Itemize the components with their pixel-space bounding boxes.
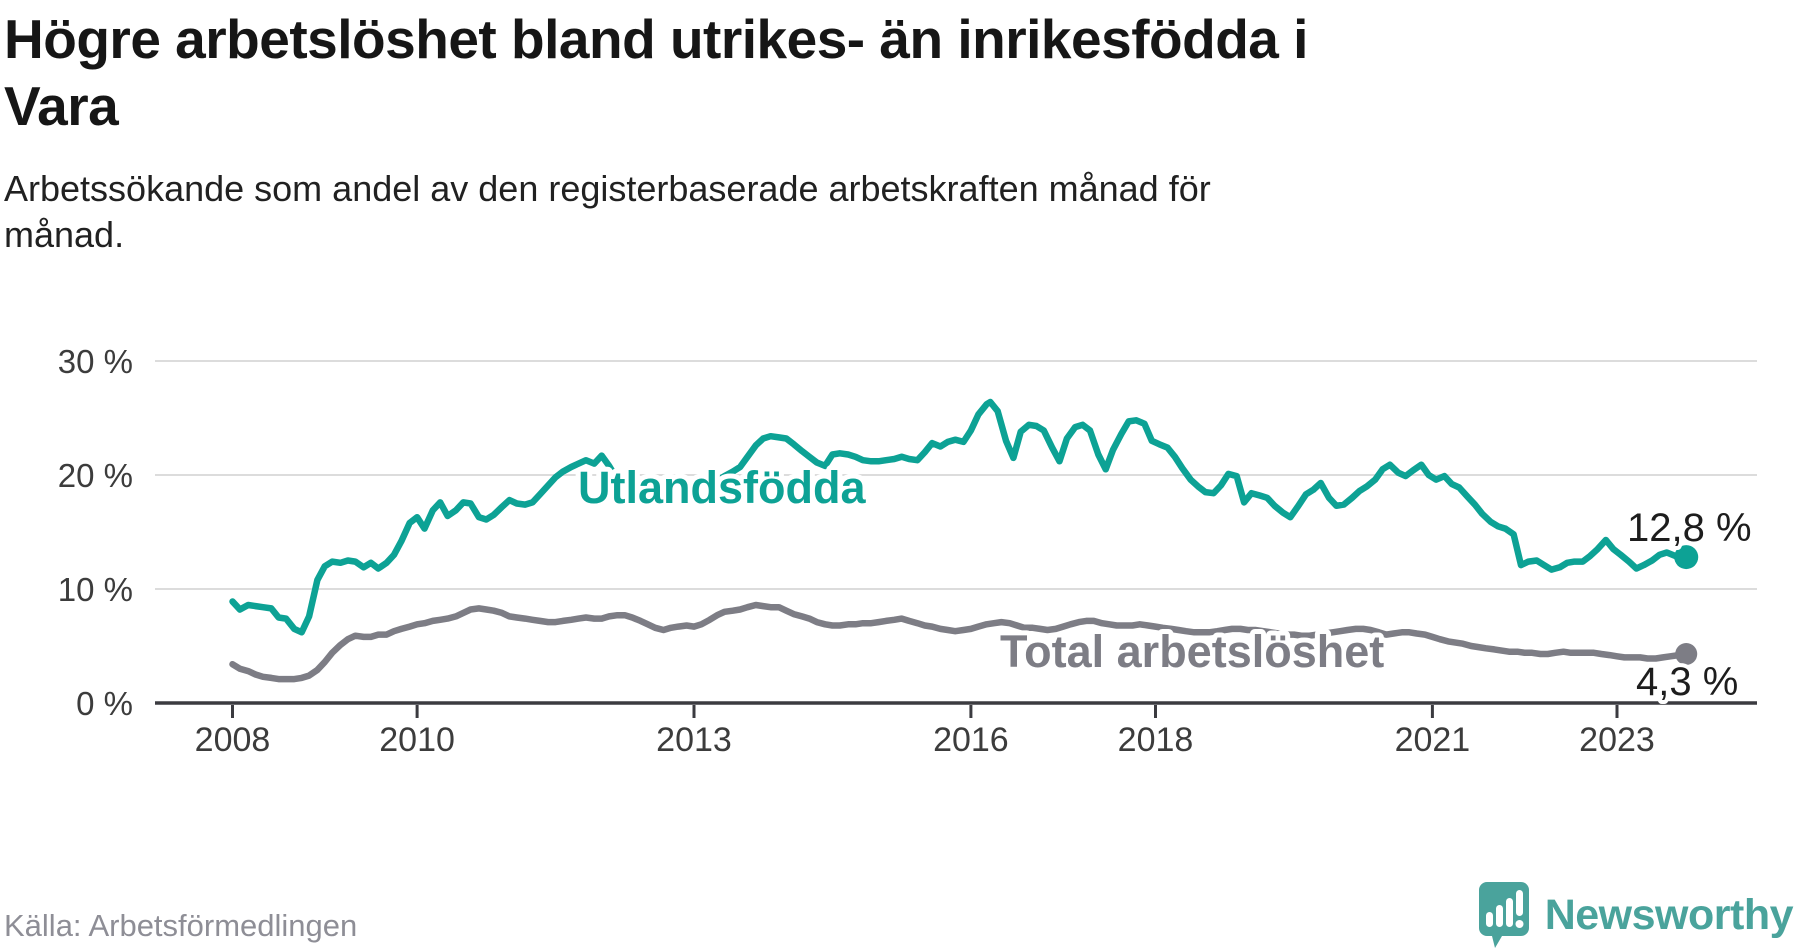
subtitle-line-1: Arbetssökande som andel av den registerb… — [4, 168, 1211, 209]
end-value-label-total: 4,3 % — [1636, 660, 1738, 704]
y-tick-label-30: 30 % — [58, 343, 133, 380]
x-tick-label-2016: 2016 — [933, 721, 1009, 759]
title-line-2: Vara — [4, 75, 119, 138]
series-line-utlandsfodda — [229, 398, 1690, 636]
brand-logo: Newsworthy — [1477, 880, 1794, 948]
y-tick-label-20: 20 % — [58, 457, 133, 494]
x-tick-label-2008: 2008 — [195, 721, 271, 759]
series-label-total: Total arbetslöshet — [1000, 626, 1384, 677]
x-tick-label-2018: 2018 — [1118, 721, 1194, 759]
x-tick-label-2010: 2010 — [379, 721, 455, 759]
y-tick-label-10: 10 % — [58, 571, 133, 608]
y-tick-label-0: 0 % — [76, 685, 133, 722]
series-label-utlandsfodda: Utlandsfödda — [578, 462, 866, 513]
end-value-label-utlandsfodda: 12,8 % — [1627, 506, 1752, 550]
x-tick-label-2021: 2021 — [1395, 721, 1471, 759]
x-tick-label-2013: 2013 — [656, 721, 732, 759]
brand-name: Newsworthy — [1544, 890, 1794, 939]
source-attribution: Källa: Arbetsförmedlingen — [4, 908, 358, 943]
subtitle-line-2: månad. — [4, 214, 125, 256]
series-end-dot-utlandsfodda — [1674, 545, 1699, 570]
newsworthy-speech-bubble-barchart-icon — [1478, 882, 1529, 948]
series-end-dot-total — [1675, 642, 1698, 665]
series-line-total — [229, 601, 1690, 683]
x-tick-label-2023: 2023 — [1579, 721, 1655, 759]
title-line-1: Högre arbetslöshet bland utrikes- än inr… — [4, 8, 1308, 70]
chart-subtitle: Arbetssökande som andel av den registerb… — [4, 166, 1504, 258]
page-title: Högre arbetslöshet bland utrikes- än inr… — [4, 6, 1594, 140]
